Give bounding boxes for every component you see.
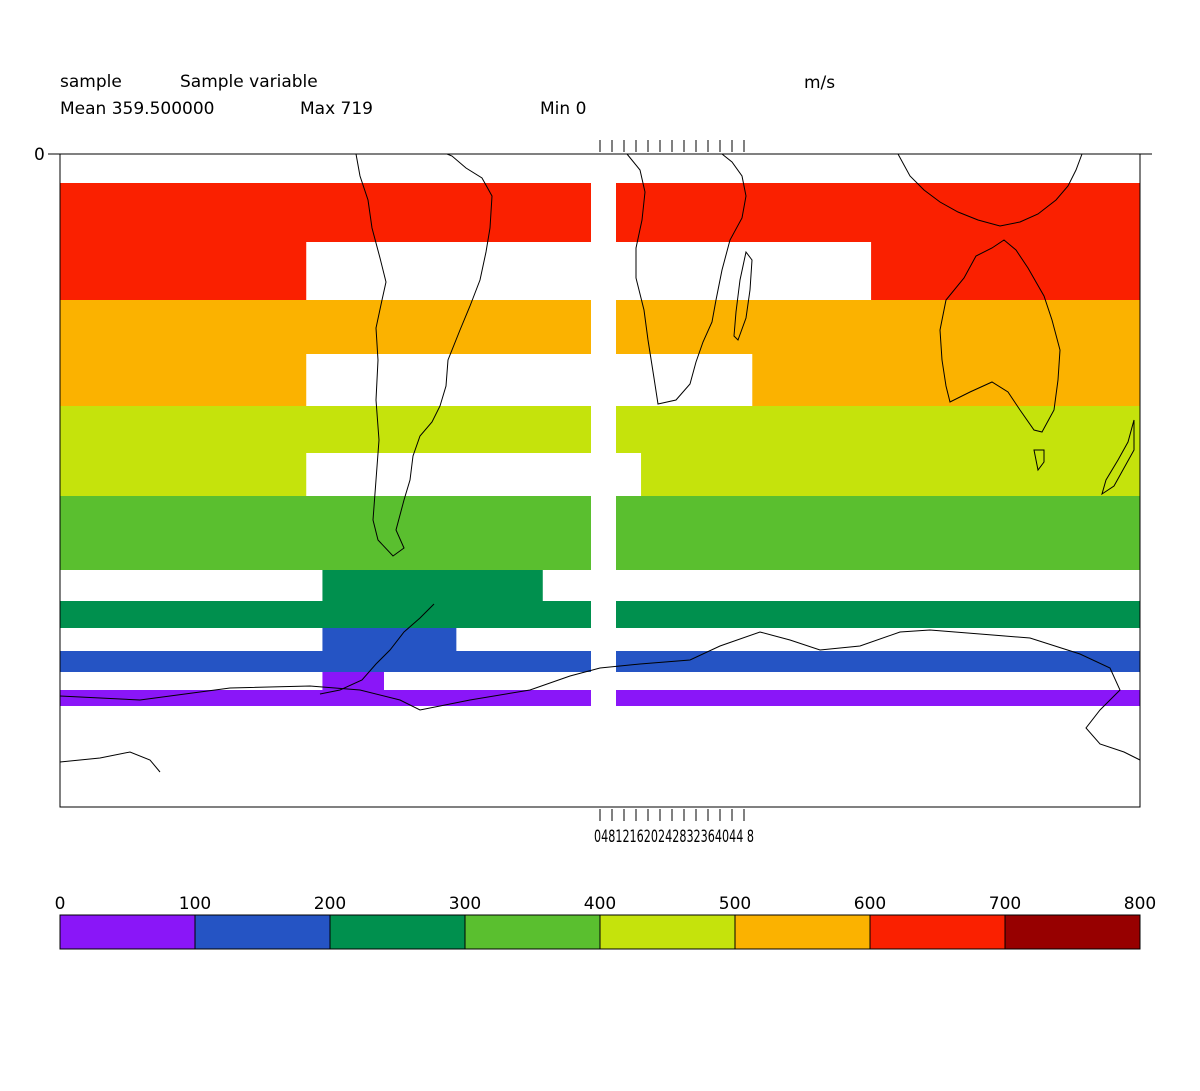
- colorbar-labels: 0 100 200 300 400 500 600 700 800: [55, 894, 1157, 914]
- colorbar-swatch-400-500: [599, 914, 736, 950]
- colorbar-label-200: 200: [314, 894, 346, 914]
- colorbar-swatch-100-200: [194, 914, 331, 950]
- colorbar-swatch-700-800: [1004, 914, 1141, 950]
- data-band-5-segment-0: [60, 453, 307, 496]
- coastline-antarctica: [59, 629, 1141, 761]
- max-stat: Max 719: [300, 99, 373, 119]
- colorbar-swatch-500-600: [734, 914, 871, 950]
- data-band-5-segment-1: [641, 453, 1140, 496]
- y-tick-label-0: 0: [34, 145, 45, 165]
- coastline-asia-islands: [897, 153, 1083, 227]
- colorbar-label-100: 100: [179, 894, 211, 914]
- coastline-madagascar: [733, 250, 753, 341]
- coastline-antarctica-west: [59, 751, 161, 773]
- data-band-1-segment-0: [60, 242, 307, 300]
- data-band-11-segment-0: [322, 672, 384, 690]
- colorbar: [59, 914, 1141, 950]
- colorbar-label-0: 0: [55, 894, 66, 914]
- colorbar-swatch-0-100: [59, 914, 196, 950]
- colorbar-label-300: 300: [449, 894, 481, 914]
- colorbar-label-700: 700: [989, 894, 1021, 914]
- data-band-1-segment-1: [871, 242, 1140, 300]
- longitude-gap: [591, 154, 616, 714]
- colorbar-swatch-300-400: [464, 914, 601, 950]
- variable-long-name: Sample variable: [180, 72, 318, 92]
- x-tick-labels: 048121620242832364044 8: [594, 827, 754, 847]
- mean-stat: Mean 359.500000: [60, 99, 215, 119]
- coastline-africa: [626, 153, 747, 405]
- x-ticks-top: [599, 140, 745, 152]
- min-stat: Min 0: [540, 99, 587, 119]
- coastline-outlines: [59, 153, 1141, 773]
- variable-name: sample: [60, 72, 122, 92]
- data-band-7-segment-0: [322, 570, 543, 601]
- colorbar-swatch-600-700: [869, 914, 1006, 950]
- data-band-9-segment-0: [322, 628, 457, 651]
- x-ticks-bottom: [599, 809, 745, 821]
- coastline-tasmania: [1033, 449, 1045, 472]
- units-label: m/s: [804, 73, 836, 93]
- data-band-3-segment-1: [752, 354, 1140, 406]
- data-band-3-segment-0: [60, 354, 307, 406]
- coastline-new-zealand: [1101, 419, 1135, 496]
- coastline-south-america: [355, 153, 493, 557]
- colorbar-label-400: 400: [584, 894, 616, 914]
- colorbar-swatch-200-300: [329, 914, 466, 950]
- colorbar-label-800: 800: [1124, 894, 1156, 914]
- colorbar-label-500: 500: [719, 894, 751, 914]
- colorbar-label-600: 600: [854, 894, 886, 914]
- coastline-australia: [939, 239, 1061, 433]
